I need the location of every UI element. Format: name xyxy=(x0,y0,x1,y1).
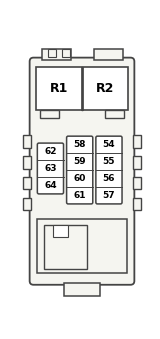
Bar xyxy=(64,283,100,296)
Text: 59: 59 xyxy=(73,157,86,166)
Bar xyxy=(133,177,140,189)
Bar xyxy=(62,49,70,57)
Bar xyxy=(40,110,59,118)
Text: 63: 63 xyxy=(44,164,57,173)
Text: 57: 57 xyxy=(103,191,115,200)
FancyBboxPatch shape xyxy=(37,143,64,194)
Bar xyxy=(24,177,31,189)
Text: R1: R1 xyxy=(50,82,68,95)
Text: 55: 55 xyxy=(103,157,115,166)
Bar xyxy=(24,156,31,168)
Text: 54: 54 xyxy=(103,140,115,149)
Text: R2: R2 xyxy=(96,82,114,95)
Text: 61: 61 xyxy=(73,191,86,200)
Text: 60: 60 xyxy=(73,174,86,183)
Bar xyxy=(42,49,71,60)
FancyBboxPatch shape xyxy=(67,136,93,204)
Bar xyxy=(53,225,68,237)
Bar xyxy=(44,225,87,270)
Bar xyxy=(94,49,123,60)
Bar xyxy=(24,198,31,210)
Text: 56: 56 xyxy=(103,174,115,183)
Bar xyxy=(105,110,124,118)
Bar xyxy=(24,135,31,148)
Bar xyxy=(37,219,127,273)
Text: 58: 58 xyxy=(73,140,86,149)
Bar xyxy=(36,67,128,110)
FancyBboxPatch shape xyxy=(96,136,122,204)
Bar xyxy=(48,49,56,57)
FancyBboxPatch shape xyxy=(30,58,134,285)
Bar xyxy=(133,156,140,168)
Bar xyxy=(133,198,140,210)
Text: 62: 62 xyxy=(44,147,57,156)
Text: 64: 64 xyxy=(44,181,57,190)
Bar xyxy=(133,135,140,148)
